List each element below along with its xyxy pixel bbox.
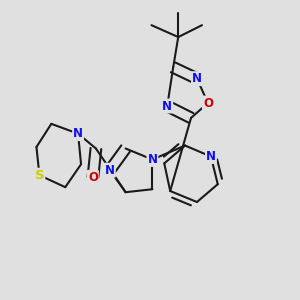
Text: N: N — [105, 164, 115, 177]
Text: N: N — [73, 127, 83, 140]
Text: N: N — [192, 72, 202, 85]
Text: N: N — [206, 150, 216, 163]
Text: N: N — [162, 100, 172, 112]
Text: O: O — [88, 171, 98, 184]
Text: S: S — [34, 169, 44, 182]
Text: N: N — [147, 153, 158, 166]
Text: O: O — [203, 97, 213, 110]
